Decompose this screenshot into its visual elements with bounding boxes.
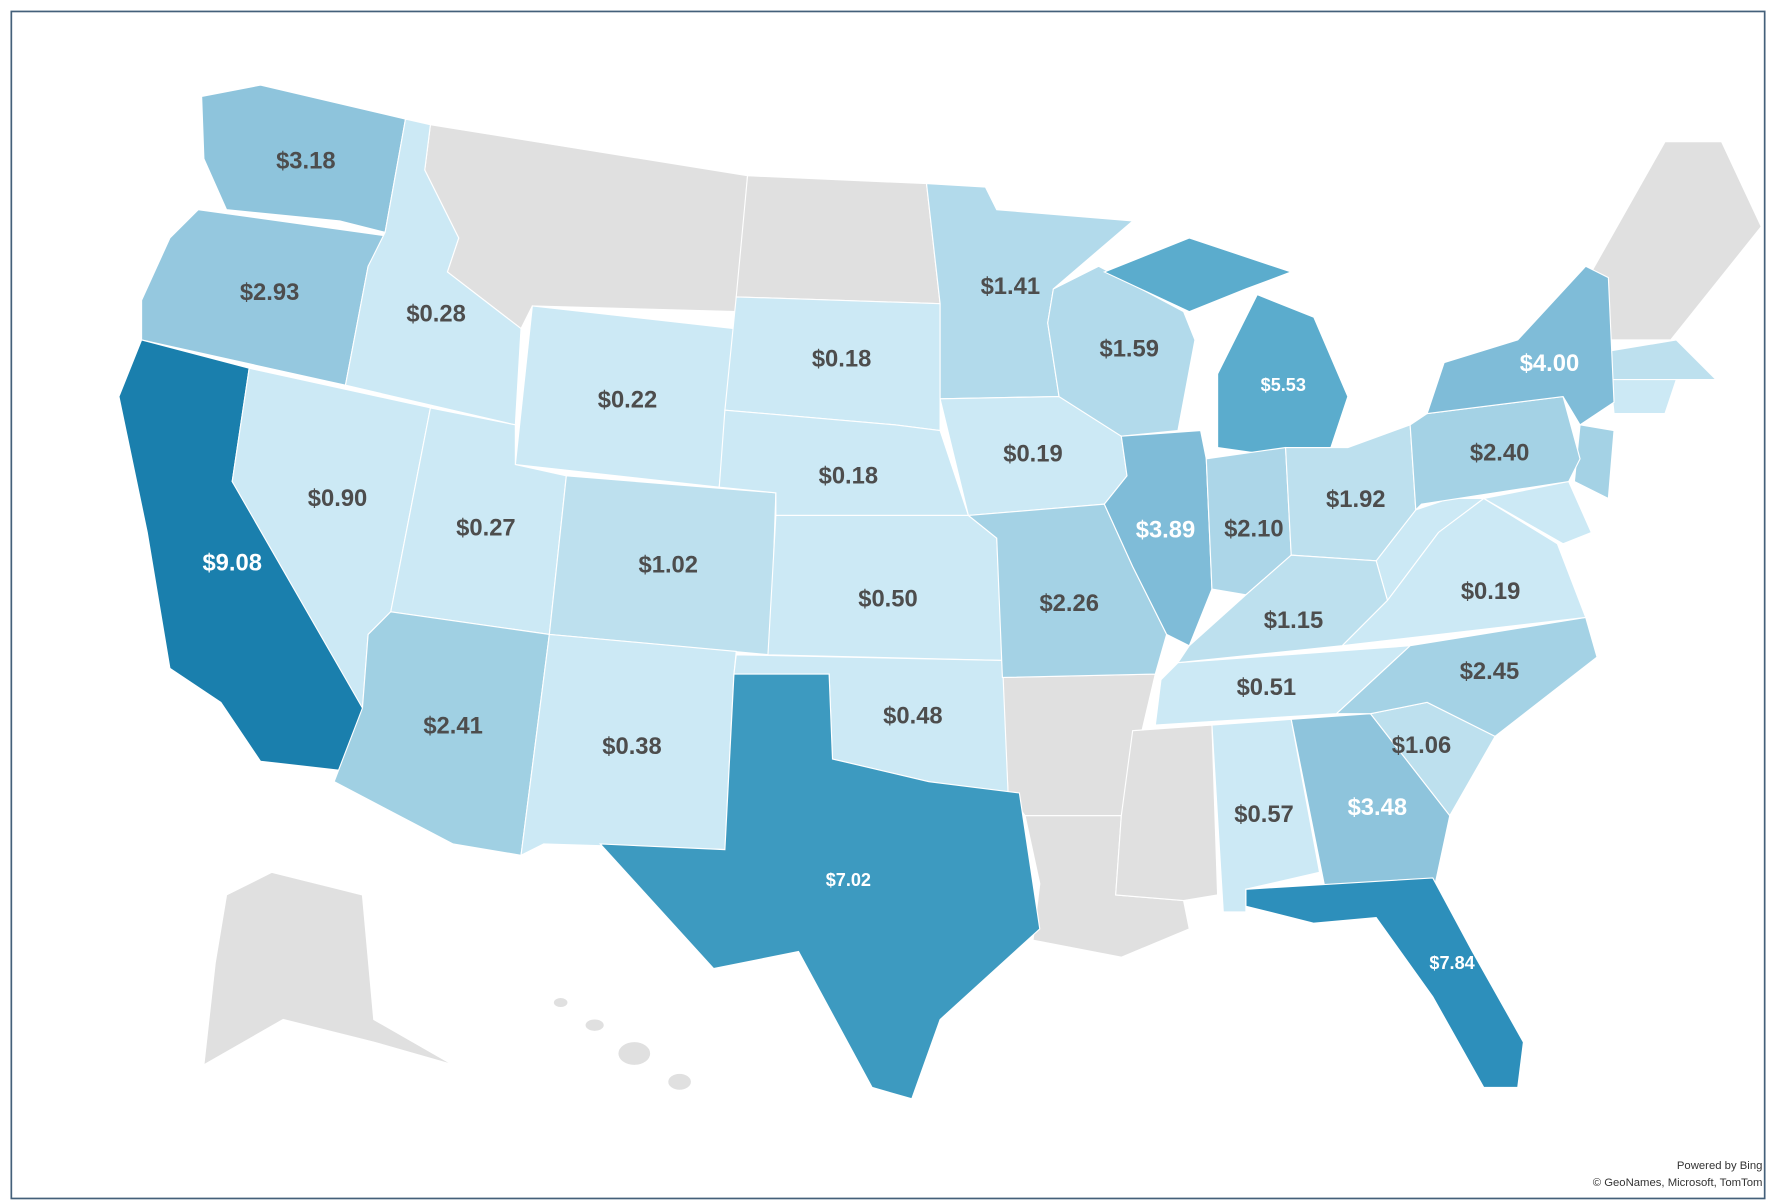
state (668, 1073, 691, 1090)
state-label: $0.22 (598, 386, 657, 413)
state (1610, 379, 1678, 415)
state-label: $9.08 (202, 549, 261, 576)
state-label: $2.10 (1224, 515, 1283, 542)
attribution: © GeoNames, Microsoft, TomTom (1593, 1177, 1763, 1189)
states (118, 84, 1762, 1100)
labels: $3.18 $2.93 $9.08 $0.28 $0.90 $0.22 $0.27 $2.41… (202, 147, 1579, 972)
state-label: $0.19 (1461, 578, 1520, 605)
state (1335, 616, 1598, 738)
state-label: $2.26 (1039, 590, 1098, 617)
state-label: $5.53 (1261, 375, 1306, 395)
state (1290, 713, 1451, 896)
state (1340, 497, 1587, 647)
state (1102, 237, 1293, 313)
state (1154, 645, 1412, 726)
state (1217, 293, 1349, 454)
attribution: Powered by Bing (1677, 1160, 1763, 1172)
state (1115, 724, 1219, 902)
state (618, 1042, 651, 1065)
state (1573, 424, 1615, 500)
state-label: $0.38 (602, 733, 661, 760)
state-label: $0.28 (406, 300, 465, 327)
state-label: $7.84 (1429, 953, 1474, 973)
state-label: $1.15 (1264, 607, 1323, 634)
state (344, 118, 522, 426)
state-label: $1.59 (1100, 335, 1159, 362)
state-label: $1.41 (981, 273, 1040, 300)
state-label: $2.93 (240, 279, 299, 306)
frame (10, 10, 1766, 1200)
state-label: $0.50 (858, 586, 917, 613)
state (585, 1019, 604, 1031)
state (598, 673, 1041, 1100)
state-label: $0.19 (1003, 441, 1062, 468)
state (1245, 877, 1525, 1089)
state-label: $0.57 (1234, 801, 1293, 828)
state-label: $0.90 (308, 485, 367, 512)
state-label: $0.51 (1237, 674, 1296, 701)
state (1103, 429, 1213, 647)
state (201, 84, 407, 234)
state (735, 175, 941, 305)
state (553, 997, 568, 1008)
state-label: $2.45 (1460, 658, 1519, 685)
state-label: $0.18 (812, 346, 871, 373)
state-label: $0.18 (819, 462, 878, 489)
state-label: $1.92 (1326, 486, 1385, 513)
state-label: $1.02 (639, 552, 698, 579)
state (203, 871, 454, 1066)
state (1176, 554, 1389, 664)
state-label: $1.06 (1392, 732, 1451, 759)
state-label: $3.48 (1348, 794, 1407, 821)
state (1426, 265, 1615, 426)
state-label: $0.48 (883, 702, 942, 729)
state-label: $3.18 (276, 147, 335, 174)
state-label: $4.00 (1520, 350, 1579, 377)
state-label: $7.02 (826, 870, 871, 890)
state (1590, 141, 1762, 341)
state-label: $3.89 (1136, 517, 1195, 544)
state-label: $2.41 (423, 713, 482, 740)
state (1482, 480, 1593, 545)
state-label: $0.27 (456, 514, 515, 541)
state-label: $2.40 (1470, 440, 1529, 467)
state (1607, 339, 1718, 381)
